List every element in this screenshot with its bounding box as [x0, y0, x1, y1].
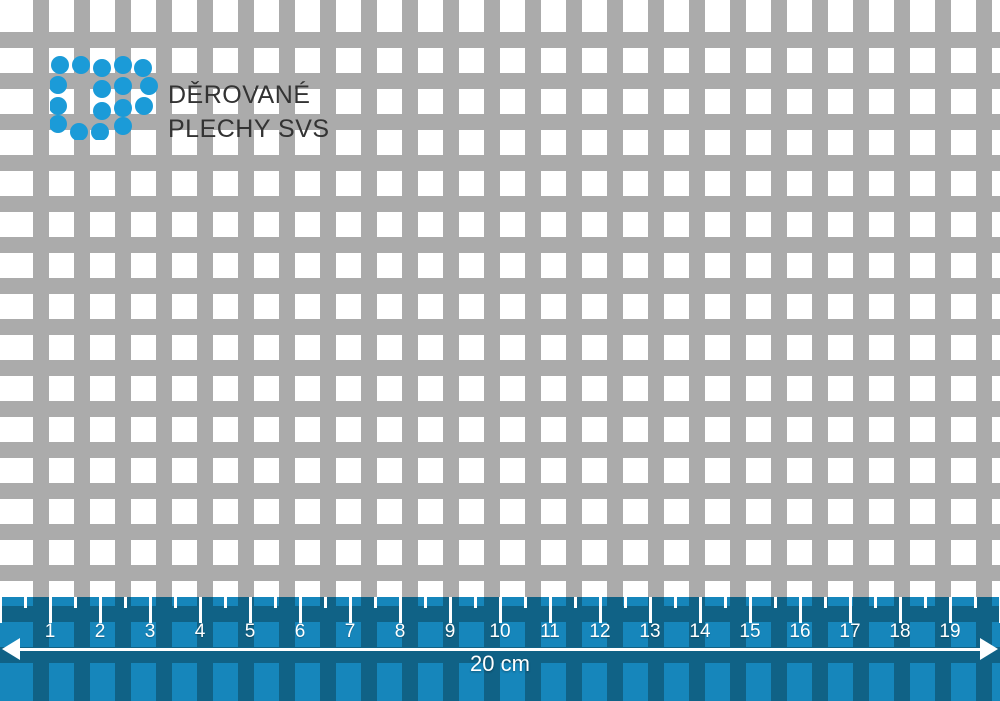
ruler-tick-major: [749, 597, 752, 623]
ruler-tick-major: [349, 597, 352, 623]
ruler-cm-label: 6: [294, 621, 306, 642]
ruler-tick-minor: [24, 597, 27, 608]
ruler-cm-label: 2: [94, 621, 106, 642]
ruler-tick-major: [949, 597, 952, 623]
ruler-cm-label: 4: [194, 621, 206, 642]
ruler-tick-major: [299, 597, 302, 623]
ruler-tick-major: [249, 597, 252, 623]
ruler-tick-minor: [524, 597, 527, 608]
ruler-cm-label: 10: [489, 621, 511, 642]
ruler-cm-label: 12: [589, 621, 611, 642]
ruler-tick-major: [549, 597, 552, 623]
ruler-tick-major: [649, 597, 652, 623]
company-logo-text: DĚROVANÉ PLECHY SVS: [168, 78, 330, 146]
ruler-tick-minor: [674, 597, 677, 608]
ruler-tick-minor: [924, 597, 927, 608]
ruler-tick-major: [799, 597, 802, 623]
ruler-cm-label: 11: [540, 621, 560, 642]
total-length-label: 20 cm: [470, 651, 530, 676]
ruler-tick-major: [449, 597, 452, 623]
ruler-tick-major: [199, 597, 202, 623]
perforated-sheet: [0, 0, 1000, 597]
ruler-cm-label: 14: [689, 621, 711, 642]
ruler-tick-minor: [474, 597, 477, 608]
ruler-tick-major: [599, 597, 602, 623]
ruler-tick-major: [99, 597, 102, 623]
ruler-tick-major: [899, 597, 902, 623]
ruler-cm-label: 8: [394, 621, 406, 642]
ruler-tick-minor: [774, 597, 777, 608]
ruler-cm-label: 17: [839, 621, 861, 642]
ruler-cm-label: 5: [244, 621, 256, 642]
ruler-tick-minor: [724, 597, 727, 608]
ruler-tick-minor: [824, 597, 827, 608]
ruler-tick-major: [499, 597, 502, 623]
ruler-tick-major: [49, 597, 52, 623]
ruler-cm-label: 13: [639, 621, 661, 642]
company-logo-mark: [50, 56, 160, 140]
ruler-cm-label: 1: [44, 621, 56, 642]
ruler-cm-label: 18: [889, 621, 911, 642]
ruler-tick-major: [699, 597, 702, 623]
ruler-tick-major: [849, 597, 852, 623]
ruler-tick-minor: [624, 597, 627, 608]
ruler-tick-minor: [324, 597, 327, 608]
ruler-cm-label: 3: [144, 621, 156, 642]
ruler-tick-minor: [974, 597, 977, 608]
ruler-tick-major: [0, 597, 2, 623]
arrow-right-icon: [980, 638, 998, 660]
ruler-cm-label: 16: [789, 621, 811, 642]
ruler-tick-minor: [424, 597, 427, 608]
ruler-tick-minor: [874, 597, 877, 608]
ruler-tick-minor: [374, 597, 377, 608]
ruler-cm-label: 15: [739, 621, 761, 642]
ruler-cm-label: 7: [344, 621, 356, 642]
ruler-tick-minor: [74, 597, 77, 608]
logo-line-1: DĚROVANÉ: [168, 81, 311, 109]
ruler-tick-major: [149, 597, 152, 623]
ruler-tick-major: [399, 597, 402, 623]
ruler-cm-label: 9: [444, 621, 456, 642]
ruler-tick-minor: [124, 597, 127, 608]
measure-line: [8, 648, 992, 651]
scale-ruler: 1 2 3 4 5 6 7 8 9 10 11 12 13 14 15 16 17 18 19 20 cm: [0, 597, 1000, 701]
ruler-tick-minor: [224, 597, 227, 608]
ruler-tick-minor: [274, 597, 277, 608]
ruler-tick-minor: [174, 597, 177, 608]
logo-line-2: PLECHY SVS: [168, 115, 330, 143]
ruler-tick-minor: [574, 597, 577, 608]
ruler-cm-label: 19: [939, 621, 961, 642]
